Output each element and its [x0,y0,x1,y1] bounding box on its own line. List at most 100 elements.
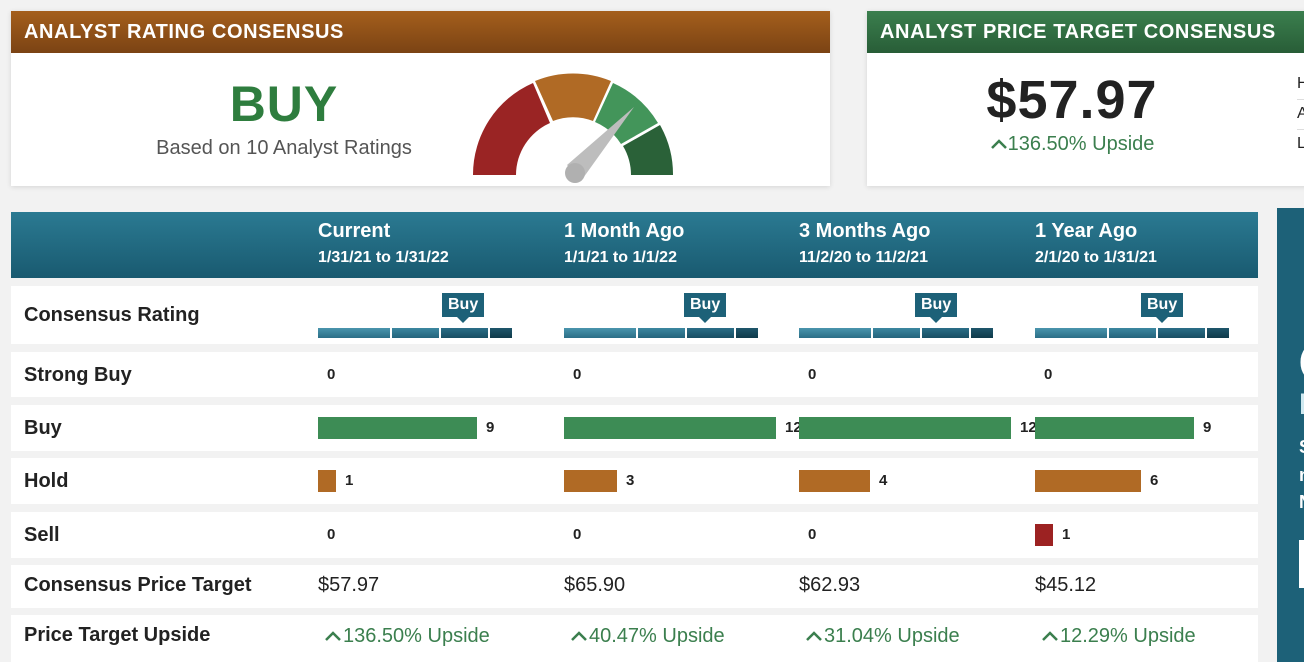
upside-value: 40.47% Upside [571,625,725,648]
row-label: Price Target Upside [24,624,211,646]
price-target-consensus-card: ANALYST PRICE TARGET CONSENSUS $57.97 13… [867,11,1304,186]
upside-text: 31.04% Upside [824,625,960,647]
rating-consensus-card: ANALYST RATING CONSENSUS BUY Based on 10… [11,11,830,186]
gauge-needle-icon [565,107,634,183]
period-label: 1 Month Ago [564,220,685,242]
rating-count-subtitle: Based on 10 Analyst Ratings [156,137,412,159]
side-panel-text: N [1299,492,1304,513]
sell-count: 1 [1062,526,1071,543]
upside-value: 136.50% Upside [325,625,490,648]
consensus-tag: Buy [915,293,958,323]
gauge-sell-segment [472,83,550,175]
side-panel-text: S [1299,437,1304,458]
price-target-value: $57.97 [318,574,380,596]
side-promo-panel: ( I S n N [1277,208,1304,662]
strong-buy-count: 0 [808,366,817,383]
row-label: Consensus Price Target [24,574,252,596]
divider [1297,99,1304,100]
period-range: 1/31/21 to 1/31/22 [318,249,449,266]
price-target-value: $62.93 [799,574,861,596]
buy-bar [1035,417,1194,439]
sell-bar [1035,524,1053,546]
period-label: 1 Year Ago [1035,220,1138,242]
gauge-strong-buy-segment [623,125,674,175]
column-header-current: Current 1/31/21 to 1/31/22 [318,220,449,267]
row-label: Sell [24,524,60,546]
consensus-rating: BUY [229,76,339,132]
price-upside: 136.50% Upside [867,133,1277,156]
strong-buy-count: 0 [327,366,336,383]
high-target-label: H [1297,75,1304,92]
buy-count: 12 [1020,419,1037,436]
buy-count: 12 [785,419,802,436]
rating-history-table: Current 1/31/21 to 1/31/22 1 Month Ago 1… [11,212,1258,662]
hold-bar [799,470,870,492]
average-target-label: A [1297,105,1304,122]
consensus-tag: Buy [684,293,727,323]
buy-bar [799,417,1011,439]
sell-count: 0 [573,526,582,543]
sell-count: 0 [327,526,336,543]
table-row-upside: Price Target Upside 136.50% Upside 40.47… [11,615,1258,662]
buy-count: 9 [1203,419,1212,436]
price-upside-text: 136.50% Upside [1007,133,1155,155]
strong-buy-count: 0 [573,366,582,383]
hold-count: 6 [1150,472,1159,489]
hold-bar [318,470,336,492]
side-panel-text: I [1299,388,1304,421]
table-row-price-target: Consensus Price Target $57.97 $65.90 $62… [11,565,1258,608]
target-card-title: ANALYST PRICE TARGET CONSENSUS [867,11,1304,53]
hold-count: 1 [345,472,354,489]
column-header-1-year: 1 Year Ago 2/1/20 to 1/31/21 [1035,220,1157,267]
side-panel-text: n [1299,465,1304,486]
column-header-1-month: 1 Month Ago 1/1/21 to 1/1/22 [564,220,684,267]
buy-count: 9 [486,419,495,436]
price-target-value: $45.12 [1035,574,1097,596]
gauge-hold-segment [535,73,611,121]
caret-up-icon [990,133,1008,156]
upside-value: 12.29% Upside [1042,625,1196,648]
hold-bar [564,470,617,492]
upside-text: 12.29% Upside [1060,625,1196,647]
rating-gauge [472,73,674,183]
table-row-strong-buy: Strong Buy 0 0 0 0 [11,352,1258,397]
row-label: Hold [24,470,69,492]
period-range: 1/1/21 to 1/1/22 [564,249,677,266]
price-target-value: $65.90 [564,574,626,596]
row-label: Buy [24,417,62,439]
table-row-sell: Sell 0 0 0 1 [11,512,1258,558]
upside-text: 40.47% Upside [589,625,725,647]
row-label: Consensus Rating [24,304,200,326]
table-row-consensus-rating: Consensus Rating Buy Buy Buy Buy [11,286,1258,344]
consensus-tag: Buy [1141,293,1184,323]
side-panel-text: ( [1299,344,1304,378]
table-row-hold: Hold 1 3 4 6 [11,458,1258,504]
caret-up-icon [325,625,343,648]
hold-count: 3 [626,472,635,489]
divider [1297,129,1304,130]
column-header-3-months: 3 Months Ago 11/2/20 to 11/2/21 [799,220,930,267]
row-label: Strong Buy [24,364,132,386]
hold-bar [1035,470,1141,492]
caret-up-icon [571,625,589,648]
side-panel-input[interactable] [1299,540,1304,588]
sell-count: 0 [808,526,817,543]
upside-text: 136.50% Upside [343,625,490,647]
rating-card-title: ANALYST RATING CONSENSUS [11,11,830,53]
period-range: 11/2/20 to 11/2/21 [799,249,928,266]
buy-bar [564,417,776,439]
consensus-price-target: $57.97 [986,70,1158,130]
hold-count: 4 [879,472,888,489]
period-label: Current [318,220,391,242]
table-row-buy: Buy 9 12 12 9 [11,405,1258,451]
table-header: Current 1/31/21 to 1/31/22 1 Month Ago 1… [11,212,1258,278]
period-label: 3 Months Ago [799,220,931,242]
caret-up-icon [806,625,824,648]
strong-buy-count: 0 [1044,366,1053,383]
period-range: 2/1/20 to 1/31/21 [1035,249,1157,266]
caret-up-icon [1042,625,1060,648]
consensus-tag: Buy [442,293,485,323]
upside-value: 31.04% Upside [806,625,960,648]
buy-bar [318,417,477,439]
low-target-label: L [1297,135,1304,152]
